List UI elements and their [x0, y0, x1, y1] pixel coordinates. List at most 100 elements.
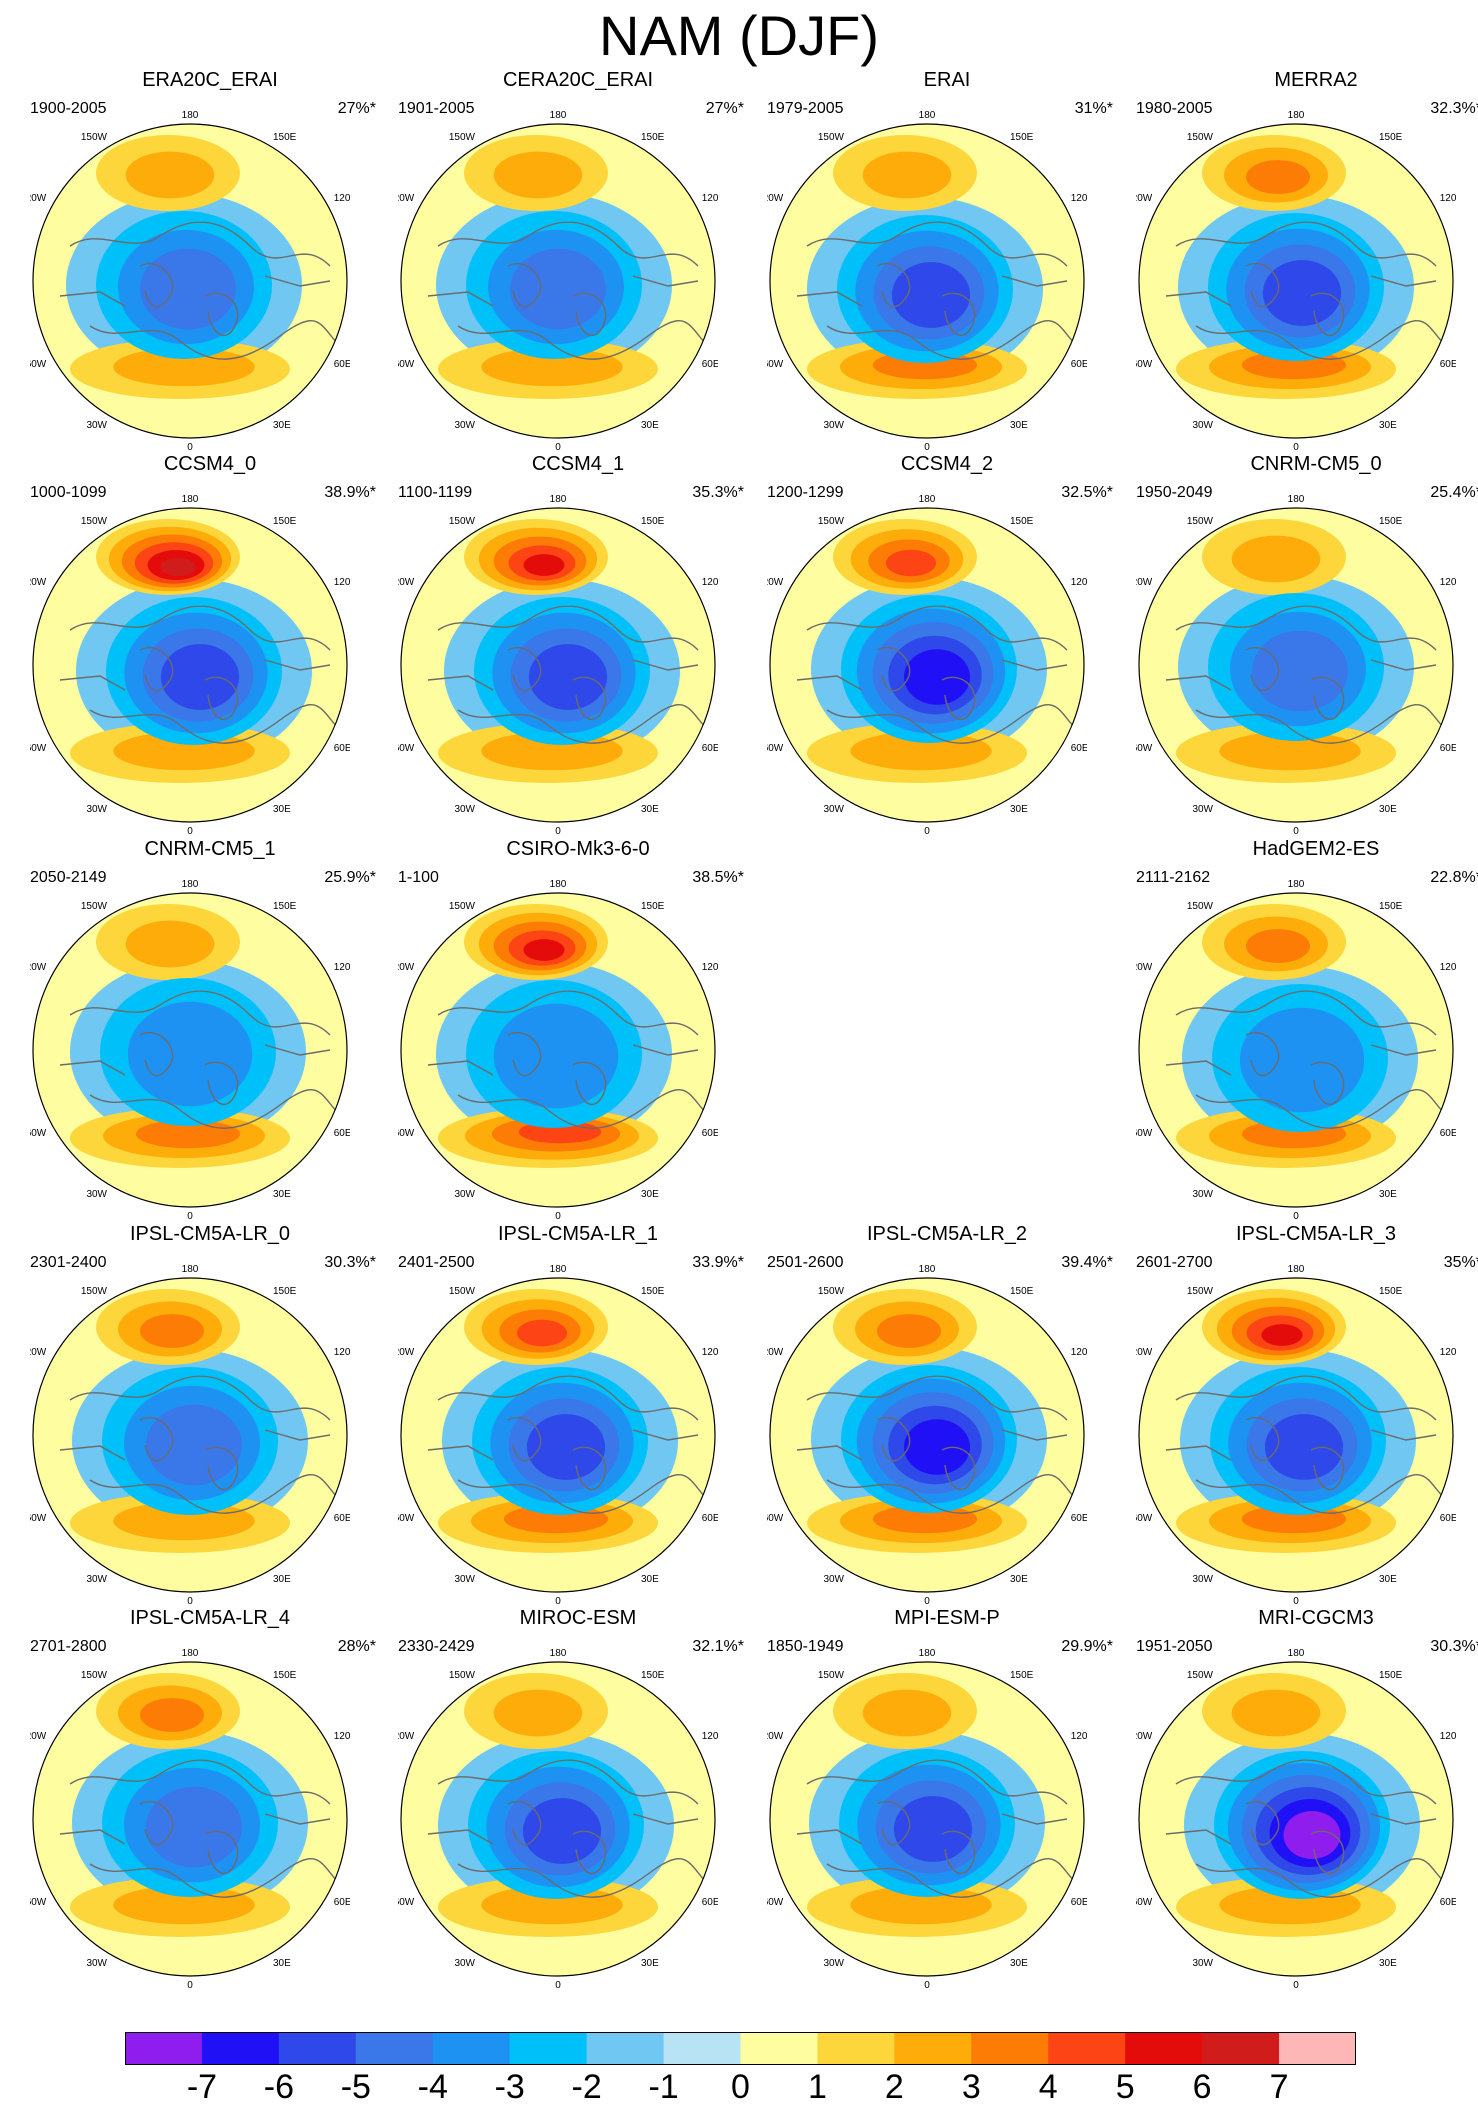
longitude-label: 150W — [818, 1670, 845, 1681]
coastline — [457, 1474, 709, 1514]
coastline — [826, 704, 1078, 744]
polar-map: 180150W150E120W120E90W90E60W60E30W30E0 — [398, 1648, 718, 1991]
longitude-label: 150W — [81, 901, 108, 912]
coastline — [204, 1061, 239, 1106]
panel-variance: 39.4%* — [1061, 1254, 1113, 1271]
coastline — [507, 263, 542, 308]
colorbar — [125, 2032, 1356, 2065]
longitude-label: 180 — [182, 879, 199, 890]
longitude-label: 180 — [550, 110, 567, 121]
panel-title: IPSL-CM5A-LR_3 — [1235, 1223, 1397, 1245]
longitude-label: 60E — [334, 1128, 350, 1139]
coastline — [1370, 1429, 1437, 1441]
colorbar-tick-label: -4 — [417, 2068, 448, 2106]
longitude-label: 60W — [398, 1897, 415, 1908]
map-boundary — [769, 1277, 1085, 1593]
coastline — [1370, 659, 1437, 671]
map-boundary — [769, 123, 1085, 439]
map-panel: MIROC-ESM 2330-2429 32.1%* 180 150W 150E 120W 1… — [398, 1606, 758, 1991]
coastline — [1165, 1829, 1232, 1845]
longitude-label: 150W — [81, 516, 108, 527]
map-boundary — [32, 1661, 348, 1977]
coastline — [457, 320, 709, 360]
coastline — [1370, 275, 1437, 287]
colorbar-tick-label: -1 — [648, 2068, 679, 2106]
longitude-label: 150W — [1187, 1286, 1214, 1297]
coastline — [941, 1446, 976, 1491]
coastline — [1195, 1858, 1447, 1898]
coastline — [1175, 1759, 1437, 1805]
coastline — [572, 1830, 607, 1875]
longitude-label: 30E — [641, 1189, 659, 1200]
colorbar-tick-label: 5 — [1115, 2068, 1135, 2106]
colorbar-swatch — [817, 2032, 895, 2065]
longitude-label: 120E — [334, 577, 350, 588]
longitude-label: 120E — [1071, 193, 1087, 204]
pacific-high-contour — [862, 1689, 952, 1737]
polar-map: 180150W150E120W120E90W90E60W60E30W30E0 — [30, 879, 350, 1222]
coastline — [69, 221, 331, 267]
coastline — [437, 221, 699, 267]
pacific-high-contour — [125, 920, 215, 968]
longitude-label: 120E — [1440, 193, 1456, 204]
longitude-label: 0 — [555, 1211, 561, 1222]
coastline — [264, 1813, 331, 1825]
coastline — [1310, 1830, 1345, 1875]
longitude-label: 30W — [86, 420, 107, 431]
coastline — [427, 1445, 494, 1461]
coastline — [1195, 704, 1447, 744]
colorbar-tick-label: 4 — [1038, 2068, 1058, 2106]
longitude-label: 120E — [334, 962, 350, 973]
coastline — [1165, 291, 1232, 307]
coastline — [139, 647, 174, 692]
atlantic-high-contour — [1219, 731, 1361, 771]
longitude-label: 120E — [1071, 577, 1087, 588]
panel-variance: 32.3%* — [1430, 100, 1478, 117]
coastline — [796, 1445, 863, 1461]
map-panel: MRI-CGCM3 1951-2050 30.3%* 180 150W 150E 120W 1… — [1136, 1606, 1478, 1991]
coastline — [876, 263, 911, 308]
coastline — [1245, 263, 1280, 308]
map-boundary — [32, 1277, 348, 1593]
colorbar-swatch — [1125, 2032, 1203, 2065]
coastline — [876, 1801, 911, 1846]
longitude-label: 120W — [1136, 1347, 1153, 1358]
longitude-label: 150W — [1187, 516, 1214, 527]
longitude-label: 120E — [334, 1347, 350, 1358]
longitude-label: 60E — [1071, 359, 1087, 370]
coastline — [1165, 1060, 1232, 1076]
coastline — [139, 1801, 174, 1846]
longitude-label: 60W — [30, 359, 47, 370]
longitude-label: 60W — [398, 1513, 415, 1524]
longitude-label: 150E — [1379, 1670, 1403, 1681]
longitude-label: 30E — [1010, 1574, 1028, 1585]
coastline — [1175, 990, 1437, 1036]
map-panel: MPI-ESM-P 1850-1949 29.9%* 180 150W 150E 120W 1… — [767, 1606, 1127, 1991]
longitude-label: 30W — [86, 804, 107, 815]
panel-variance: 30.3%* — [324, 1254, 376, 1271]
atlantic-high-contour — [481, 1885, 623, 1925]
longitude-label: 120W — [767, 577, 784, 588]
polar-map: 180150W150E120W120E90W90E60W60E30W30E0 — [30, 494, 350, 837]
polar-map: 180150W150E120W120E90W90E60W60E30W30E0 — [767, 494, 1087, 837]
colorbar-labels: -7 -6 -5 -4 -3 -2 -1 0 1 2 3 4 5 6 7 — [0, 2068, 1478, 2106]
longitude-label: 120W — [1136, 962, 1153, 973]
longitude-label: 60W — [767, 743, 784, 754]
longitude-label: 180 — [919, 494, 936, 505]
map-boundary — [400, 892, 716, 1208]
longitude-label: 30E — [1379, 804, 1397, 815]
longitude-label: 30E — [641, 1958, 659, 1969]
longitude-label: 30W — [86, 1958, 107, 1969]
coastline — [1165, 1445, 1232, 1461]
longitude-label: 0 — [187, 1211, 193, 1222]
longitude-label: 60E — [702, 1513, 718, 1524]
coastline — [139, 263, 174, 308]
coastline — [204, 1830, 239, 1875]
longitude-label: 30W — [454, 804, 475, 815]
longitude-label: 150E — [273, 516, 297, 527]
panel-variance: 31%* — [1074, 100, 1113, 117]
longitude-label: 30E — [1010, 1958, 1028, 1969]
longitude-label: 180 — [1288, 1648, 1305, 1659]
panel-title: CCSM4_0 — [163, 453, 257, 475]
map-boundary — [400, 1661, 716, 1977]
